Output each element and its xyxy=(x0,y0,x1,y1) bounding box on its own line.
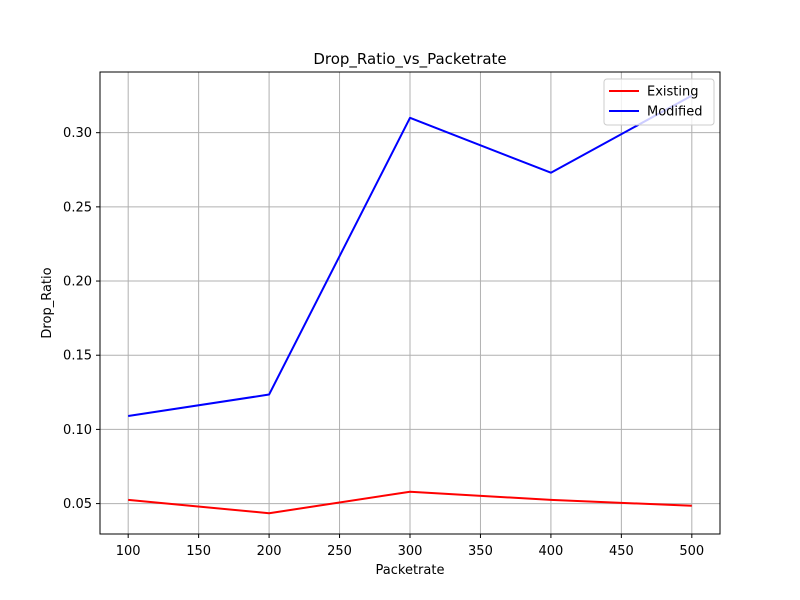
legend-label-existing: Existing xyxy=(647,85,699,100)
y-tick-label: 0.05 xyxy=(63,497,92,512)
y-axis-label: Drop_Ratio xyxy=(40,267,55,338)
x-tick-label: 100 xyxy=(116,544,141,559)
x-tick-label: 500 xyxy=(679,544,704,559)
x-tick-label: 350 xyxy=(468,544,493,559)
x-tick-label: 250 xyxy=(327,544,352,559)
y-tick-label: 0.15 xyxy=(63,349,92,364)
y-tick-label: 0.10 xyxy=(63,423,92,438)
x-tick-label: 300 xyxy=(398,544,423,559)
x-tick-label: 450 xyxy=(609,544,634,559)
series-line-existing xyxy=(128,490,692,515)
x-axis-ticks: 100 150 200 250 300 350 400 450 500 xyxy=(116,534,704,559)
legend-label-modified: Modified xyxy=(647,105,702,120)
x-tick-label: 400 xyxy=(538,544,563,559)
plot-series xyxy=(128,94,693,515)
legend: Existing Modified xyxy=(603,78,715,126)
series-line-modified xyxy=(128,94,693,418)
y-tick-label: 0.30 xyxy=(63,126,92,141)
y-axis-ticks: 0.05 0.10 0.15 0.20 0.25 0.30 xyxy=(63,126,100,512)
x-tick-label: 200 xyxy=(257,544,282,559)
chart-title: Drop_Ratio_vs_Packetrate xyxy=(313,50,506,69)
x-axis-label: Packetrate xyxy=(376,563,445,578)
y-tick-label: 0.25 xyxy=(63,200,92,215)
x-tick-label: 150 xyxy=(186,544,211,559)
y-tick-label: 0.20 xyxy=(63,275,92,290)
